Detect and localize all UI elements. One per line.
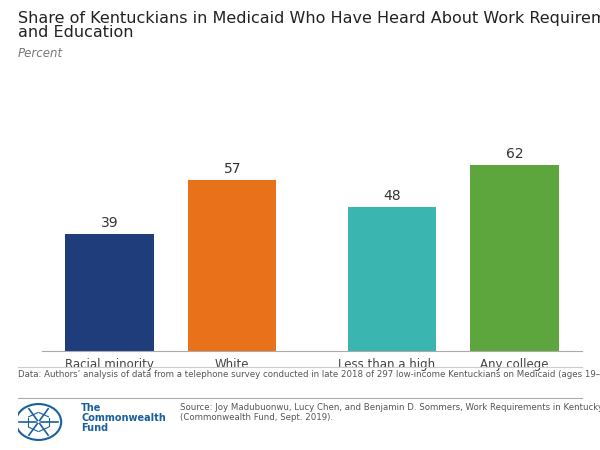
Text: 62: 62 bbox=[506, 148, 523, 162]
Bar bbox=[188, 180, 277, 351]
Text: Percent: Percent bbox=[18, 47, 63, 60]
Text: Source: Joy Madubuonwu, Lucy Chen, and Benjamin D. Sommers, Work Requirements in: Source: Joy Madubuonwu, Lucy Chen, and B… bbox=[180, 403, 600, 412]
Bar bbox=[347, 207, 436, 351]
Text: Data: Authors’ analysis of data from a telephone survey conducted in late 2018 o: Data: Authors’ analysis of data from a t… bbox=[18, 370, 600, 379]
Text: and Education: and Education bbox=[18, 25, 133, 40]
Text: 57: 57 bbox=[223, 162, 241, 176]
Text: 39: 39 bbox=[101, 216, 118, 230]
Bar bbox=[470, 165, 559, 351]
Text: Commonwealth: Commonwealth bbox=[81, 413, 166, 423]
Text: Share of Kentuckians in Medicaid Who Have Heard About Work Requirements, by Race: Share of Kentuckians in Medicaid Who Hav… bbox=[18, 11, 600, 26]
Text: 48: 48 bbox=[383, 189, 401, 203]
Text: Fund: Fund bbox=[81, 423, 108, 433]
Text: The: The bbox=[81, 403, 101, 413]
Bar bbox=[65, 234, 154, 351]
Text: (Commonwealth Fund, Sept. 2019).: (Commonwealth Fund, Sept. 2019). bbox=[180, 413, 333, 422]
